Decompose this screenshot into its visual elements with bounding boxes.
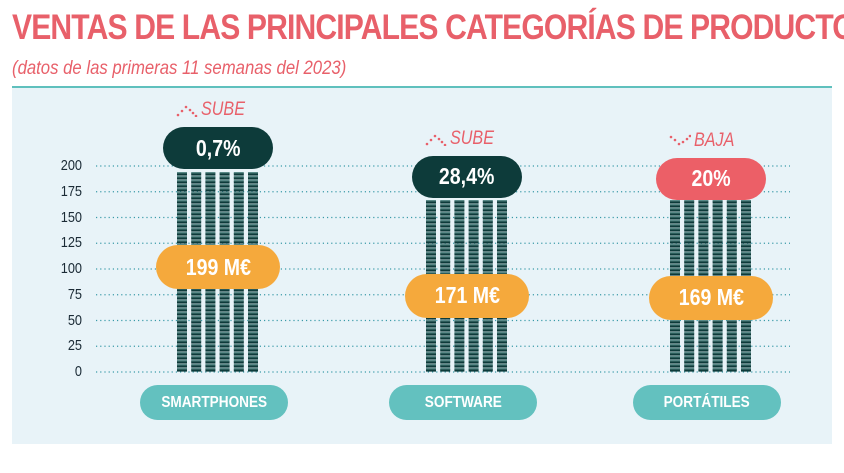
category-label-text: SOFTWARE [424,393,502,411]
value-pill-text: 169 M€ [678,284,744,311]
value-pill-text: 199 M€ [185,253,251,280]
bar-column [248,172,258,372]
trend-text: SUBE [201,99,245,121]
trend-up-icon [176,105,198,118]
trend-label: SUBE [425,128,502,150]
chart-title: VENTAS DE LAS PRINCIPALES CATEGORÍAS DE … [12,8,844,47]
change-pill: 0,7% [163,127,273,170]
value-pill-text: 171 M€ [434,282,500,309]
trend-up-icon [425,134,447,146]
y-tick-label: 25 [67,337,82,355]
change-pill-text: 28,4% [439,163,495,190]
category-label-text: PORTÁTILES [663,393,751,411]
category-label: SOFTWARE [389,385,537,420]
trend-label: SUBE [176,99,253,121]
y-tick-label: 175 [60,182,82,200]
chart-panel [12,86,832,444]
value-pill: 171 M€ [405,273,529,318]
value-pill: 199 M€ [156,245,280,290]
change-pill: 20% [656,157,766,200]
value-pill: 169 M€ [649,275,773,320]
trend-text: BAJA [694,129,735,151]
category-label: SMARTPHONES [140,385,288,420]
chart-subtitle: (datos de las primeras 11 semanas del 20… [12,58,347,79]
y-tick-label: 100 [60,260,82,277]
y-tick-label: 75 [67,285,82,303]
y-tick-label: 0 [74,363,82,380]
change-pill: 28,4% [412,155,522,198]
y-tick-label: 125 [60,234,82,252]
change-pill-text: 0,7% [195,134,241,161]
trend-down-icon [669,134,691,146]
y-tick-label: 50 [67,311,82,329]
trend-text: SUBE [450,127,494,149]
category-label: PORTÁTILES [633,385,781,420]
y-tick-label: 150 [60,208,82,226]
trend-label: BAJA [669,130,742,152]
category-label-text: SMARTPHONES [161,393,267,411]
y-tick-label: 200 [60,157,82,174]
change-pill-text: 20% [691,165,731,192]
